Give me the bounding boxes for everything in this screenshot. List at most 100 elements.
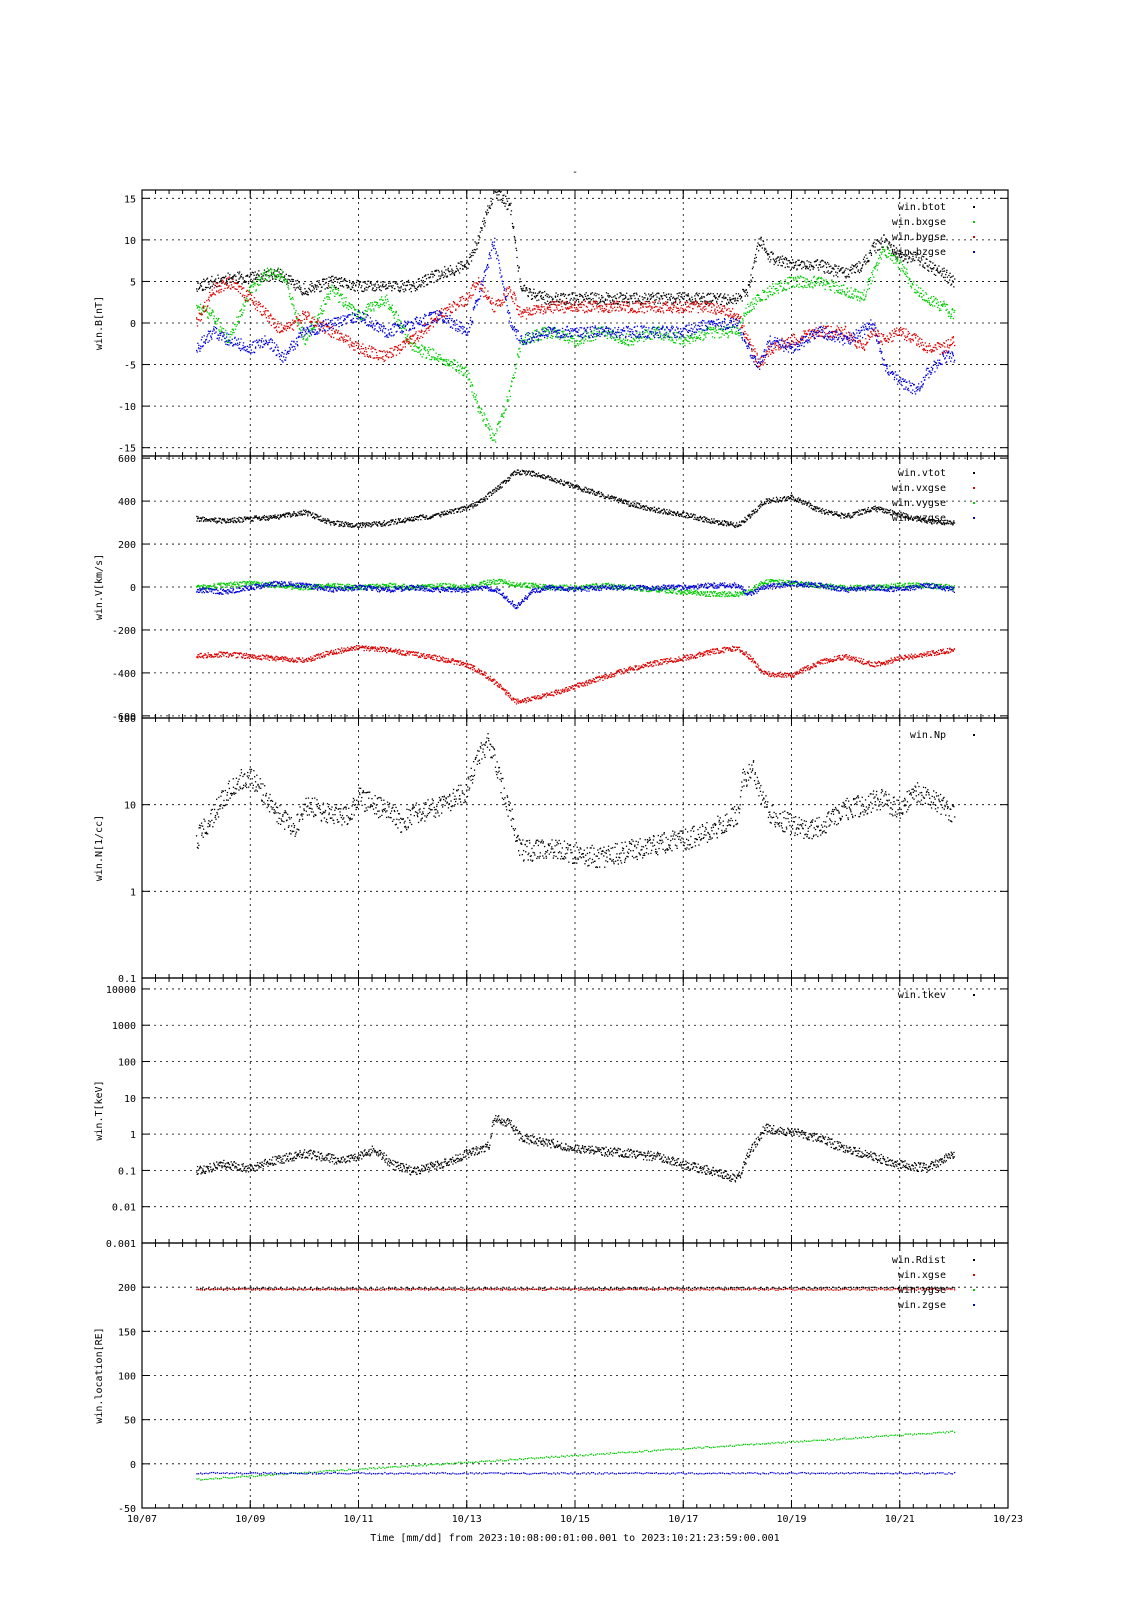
data-point <box>646 306 648 308</box>
data-point <box>578 301 580 303</box>
data-point <box>277 346 279 348</box>
data-point <box>400 349 403 351</box>
data-point <box>923 266 925 269</box>
data-point <box>923 294 925 296</box>
data-point <box>705 336 707 338</box>
data-point <box>833 285 835 287</box>
data-point <box>831 279 833 281</box>
data-point <box>826 266 828 269</box>
data-point <box>266 280 268 282</box>
data-point <box>817 281 819 283</box>
data-point <box>442 360 444 362</box>
data-point <box>360 287 362 289</box>
data-point <box>433 359 436 361</box>
data-point <box>667 333 669 335</box>
data-point <box>576 298 578 300</box>
data-point <box>935 344 937 346</box>
data-point <box>251 291 253 294</box>
data-point <box>511 222 514 225</box>
data-point <box>269 279 271 282</box>
data-point <box>893 262 895 264</box>
data-point <box>774 288 776 290</box>
data-point <box>284 359 287 361</box>
data-point <box>330 279 333 281</box>
data-point <box>911 338 913 341</box>
data-point <box>219 326 222 328</box>
data-point <box>258 339 261 342</box>
data-point <box>916 290 918 292</box>
data-point <box>204 301 206 303</box>
data-point <box>293 322 295 324</box>
data-point <box>546 337 548 339</box>
data-point <box>514 237 516 239</box>
data-point <box>292 329 295 331</box>
data-point <box>740 321 742 323</box>
data-point <box>815 260 817 262</box>
data-point <box>706 332 708 334</box>
data-point <box>693 301 695 303</box>
data-point <box>341 298 343 300</box>
data-point <box>721 310 723 312</box>
data-point <box>720 310 722 313</box>
data-point <box>199 303 202 305</box>
data-point <box>673 341 675 344</box>
data-point <box>383 360 385 363</box>
data-point <box>412 335 414 337</box>
data-point <box>867 260 869 262</box>
data-point <box>464 265 467 268</box>
data-point <box>782 262 785 264</box>
data-point <box>209 286 212 288</box>
data-point <box>793 342 795 344</box>
data-point <box>786 282 788 284</box>
data-point <box>550 310 552 313</box>
data-point <box>782 261 784 263</box>
data-point <box>265 317 267 319</box>
data-point <box>316 280 319 282</box>
data-point <box>574 344 576 347</box>
data-point <box>448 308 450 310</box>
data-point <box>425 350 427 352</box>
data-point <box>595 305 598 307</box>
data-point <box>559 309 562 311</box>
data-point <box>739 294 742 296</box>
data-point <box>585 292 587 294</box>
data-point <box>616 336 619 339</box>
data-point <box>947 315 950 318</box>
data-point <box>814 261 816 263</box>
data-point <box>603 311 605 313</box>
data-point <box>355 315 358 318</box>
data-point <box>304 312 306 314</box>
data-point <box>409 337 411 339</box>
data-point <box>275 354 277 357</box>
data-point <box>327 326 329 328</box>
data-point <box>415 288 418 290</box>
data-point <box>427 351 429 353</box>
data-point <box>529 290 531 292</box>
data-point <box>483 291 485 293</box>
data-point <box>503 202 505 204</box>
data-point <box>429 349 431 351</box>
data-point <box>239 349 242 352</box>
data-point <box>398 324 400 326</box>
data-point <box>668 307 670 309</box>
data-point <box>549 306 551 308</box>
data-point <box>508 203 511 205</box>
data-point <box>228 276 230 278</box>
data-point <box>670 307 672 309</box>
data-point <box>789 269 792 271</box>
data-point <box>808 328 810 331</box>
data-point <box>484 424 486 426</box>
data-point <box>514 242 516 244</box>
data-point <box>637 341 639 343</box>
data-point <box>216 286 218 288</box>
data-point <box>665 333 668 336</box>
data-point <box>795 261 797 263</box>
data-point <box>506 287 508 289</box>
data-point <box>943 342 946 344</box>
data-point <box>601 297 603 299</box>
data-point <box>581 301 584 303</box>
data-point <box>817 277 819 280</box>
data-point <box>343 279 345 281</box>
data-point <box>400 349 402 351</box>
data-point <box>312 289 314 292</box>
